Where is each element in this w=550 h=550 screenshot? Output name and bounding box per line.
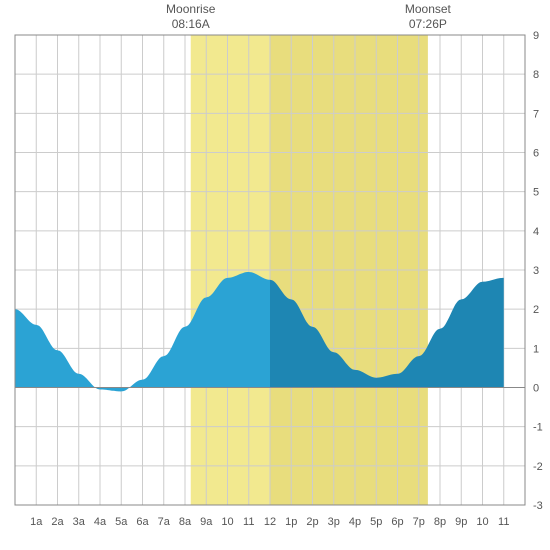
svg-text:6p: 6p: [391, 516, 403, 528]
svg-text:12: 12: [264, 516, 276, 528]
svg-text:5: 5: [533, 187, 539, 199]
svg-text:10: 10: [221, 516, 233, 528]
svg-text:10: 10: [476, 516, 488, 528]
svg-text:-2: -2: [533, 461, 543, 473]
svg-text:7p: 7p: [413, 516, 425, 528]
svg-text:7a: 7a: [158, 516, 171, 528]
svg-text:1p: 1p: [285, 516, 297, 528]
chart-svg: -3-2-101234567891a2a3a4a5a6a7a8a9a101112…: [0, 0, 550, 550]
svg-text:2a: 2a: [51, 516, 64, 528]
svg-text:11: 11: [243, 516, 254, 528]
svg-text:4p: 4p: [349, 516, 361, 528]
moonset-time: 07:26P: [398, 17, 458, 32]
svg-text:8p: 8p: [434, 516, 446, 528]
moonrise-time: 08:16A: [161, 17, 221, 32]
svg-text:1: 1: [533, 343, 539, 355]
tide-chart: Moonrise 08:16A Moonset 07:26P -3-2-1012…: [0, 0, 550, 550]
svg-text:4: 4: [533, 226, 539, 238]
moonset-annotation: Moonset 07:26P: [398, 2, 458, 32]
svg-text:3a: 3a: [73, 516, 86, 528]
svg-text:8a: 8a: [179, 516, 192, 528]
svg-text:0: 0: [533, 383, 539, 395]
svg-text:2p: 2p: [306, 516, 318, 528]
moonrise-annotation: Moonrise 08:16A: [161, 2, 221, 32]
svg-text:3p: 3p: [328, 516, 340, 528]
svg-text:-1: -1: [533, 422, 543, 434]
svg-text:9p: 9p: [455, 516, 467, 528]
svg-text:3: 3: [533, 265, 539, 277]
svg-text:2: 2: [533, 304, 539, 316]
moonset-title: Moonset: [405, 2, 451, 16]
svg-text:5p: 5p: [370, 516, 382, 528]
svg-text:1a: 1a: [30, 516, 43, 528]
svg-text:6: 6: [533, 148, 539, 160]
svg-text:6a: 6a: [136, 516, 149, 528]
svg-text:-3: -3: [533, 500, 543, 512]
svg-text:4a: 4a: [94, 516, 107, 528]
svg-text:8: 8: [533, 69, 539, 81]
svg-text:7: 7: [533, 108, 539, 120]
svg-text:5a: 5a: [115, 516, 128, 528]
svg-text:11: 11: [498, 516, 509, 528]
svg-text:9a: 9a: [200, 516, 213, 528]
moonrise-title: Moonrise: [166, 2, 215, 16]
svg-text:9: 9: [533, 30, 539, 42]
